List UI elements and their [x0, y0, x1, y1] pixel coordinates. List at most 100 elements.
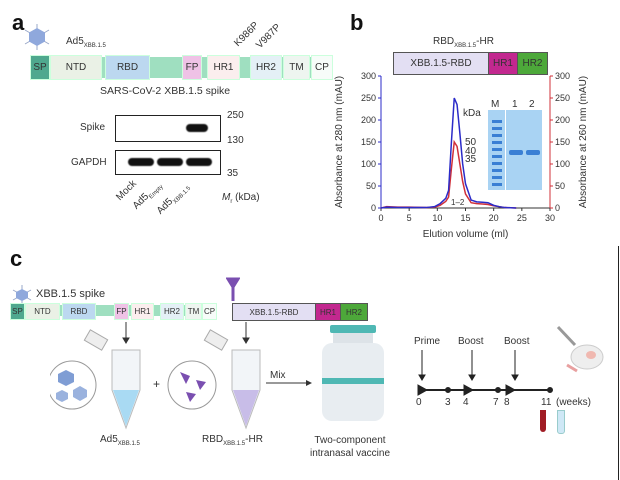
gapdh-blot	[115, 150, 221, 175]
gel-marker: 50	[465, 137, 477, 148]
domain-hr1: HR1	[207, 55, 240, 80]
tube1-label: Ad5XBB.1.5	[100, 434, 140, 447]
tube1-sub: XBB.1.5	[117, 441, 140, 447]
tube2-suffix: -HR	[245, 434, 263, 445]
domain-hr2: HR2	[160, 303, 184, 320]
gel-lane-m: M	[491, 99, 500, 110]
adenovirus-icon	[24, 24, 50, 50]
timeline-unit: (weeks)	[556, 397, 592, 408]
construct-title-text: RBD	[433, 36, 455, 47]
spike-blot	[115, 115, 221, 142]
spike-domain-bar: SP NTD RBD FP HR1 HR2 TM CP	[10, 303, 217, 320]
timeline	[417, 350, 553, 396]
tube1-text: Ad5	[100, 434, 118, 445]
mr-sub: r	[230, 199, 233, 205]
gel-lane-1: 1	[512, 99, 518, 110]
lane-sub: Empty	[148, 184, 165, 201]
y-tick-label-left: 100	[361, 159, 376, 169]
domain-ntd: NTD	[50, 55, 102, 80]
tube2-label: RBDXBB.1.5-HR	[202, 434, 263, 447]
y-axis-label-right: Absorbance at 260 nm (mAU)	[578, 76, 589, 208]
lavage-sample-tube-icon	[557, 410, 565, 434]
y-tick-label-right: 300	[555, 71, 570, 81]
y-axis-label-left: Absorbance at 280 nm (mAU)	[334, 76, 345, 208]
tube-icon	[203, 329, 261, 430]
timeline-tick: 0	[416, 397, 422, 408]
x-tick-label: 25	[517, 213, 527, 223]
x-tick-label: 5	[407, 213, 412, 223]
plus-sign: +	[153, 377, 160, 391]
y-tick-label-right: 150	[555, 137, 570, 147]
domain-cp: CP	[202, 303, 217, 320]
marker-35: 35	[227, 168, 239, 179]
vector-text: Ad5	[66, 36, 84, 47]
construct-rbd: XBB.1.5-RBD	[233, 304, 316, 320]
domain-sp: SP	[30, 55, 50, 80]
y-tick-label-left: 250	[361, 93, 376, 103]
series-line-a280	[380, 97, 517, 209]
panel-c-label: c	[10, 246, 23, 271]
construct-hr1: HR1	[316, 304, 341, 320]
mr-text: M	[222, 192, 231, 203]
divider-line	[618, 246, 619, 480]
x-tick-label: 15	[460, 213, 470, 223]
timeline-event: Prime	[414, 336, 441, 347]
panel-a-label: a	[12, 10, 25, 35]
construct-rbd: XBB.1.5-RBD	[394, 53, 489, 74]
domain-tm: TM	[283, 55, 310, 80]
vector-name: Ad5XBB.1.5	[66, 36, 106, 49]
blot-row-label: Spike	[80, 122, 106, 133]
construct-hr2: HR2	[518, 53, 547, 74]
vector-sub: XBB.1.5	[83, 43, 106, 49]
domain-hr1: HR1	[131, 303, 154, 320]
mix-label: Mix	[270, 370, 286, 381]
domain-rbd: RBD	[62, 303, 96, 320]
domain-sp: SP	[10, 303, 25, 320]
tube2-sub: XBB.1.5	[223, 441, 246, 447]
lane-text: Ad5	[130, 191, 152, 212]
timeline-tick: 11	[541, 397, 552, 408]
y-tick-label-right: 0	[555, 203, 560, 213]
tube-icon	[83, 329, 141, 430]
tube2-text: RBD	[202, 434, 224, 445]
lane-text: Ad5	[154, 196, 176, 217]
mouse-intranasal-icon	[556, 325, 604, 373]
x-tick-label: 30	[545, 213, 555, 223]
adenovirus-icon	[12, 285, 32, 305]
vaccine-line: Two-component	[314, 435, 386, 446]
y-tick-label-left: 50	[366, 181, 376, 191]
vaccine-label: Two-component intranasal vaccine	[300, 434, 400, 460]
blood-sample-tube-icon	[540, 410, 546, 432]
timeline-tick: 3	[445, 397, 451, 408]
y-tick-label-left: 0	[371, 203, 376, 213]
y-tick-label-left: 200	[361, 115, 376, 125]
marker-250: 250	[227, 110, 244, 121]
spike-title: XBB.1.5 spike	[36, 288, 106, 300]
mr-unit: (kDa)	[232, 192, 260, 203]
timeline-tick: 8	[504, 397, 510, 408]
y-tick-label-right: 250	[555, 93, 570, 103]
spike-domain-bar: SP NTD RBD FP HR1 HR2 TM CP	[30, 55, 333, 80]
marker-130: 130	[227, 135, 244, 146]
y-tick-label-right: 100	[555, 159, 570, 169]
lane-sub: XBB.1.5	[172, 185, 193, 206]
y-tick-label-right: 200	[555, 115, 570, 125]
mr-label: Mr (kDa)	[222, 192, 260, 205]
spike-caption: SARS-CoV-2 XBB.1.5 spike	[100, 85, 231, 97]
domain-ntd: NTD	[25, 303, 60, 320]
timeline-event: Boost	[504, 336, 530, 347]
sds-page-gel	[488, 110, 542, 190]
rbd-hr-construct: XBB.1.5-RBD HR1 HR2	[232, 303, 368, 321]
domain-fp: FP	[114, 303, 129, 320]
timeline-tick: 7	[493, 397, 499, 408]
construct-title-suffix: -HR	[476, 36, 494, 47]
y-tick-label-left: 300	[361, 71, 376, 81]
construct-hr2: HR2	[341, 304, 367, 320]
gel-unit: kDa	[463, 108, 481, 119]
gel-marker: 35	[465, 154, 477, 165]
construct-title-sub: XBB.1.5	[454, 43, 477, 49]
y-tick-label-right: 50	[555, 181, 565, 191]
timeline-event: Boost	[458, 336, 484, 347]
